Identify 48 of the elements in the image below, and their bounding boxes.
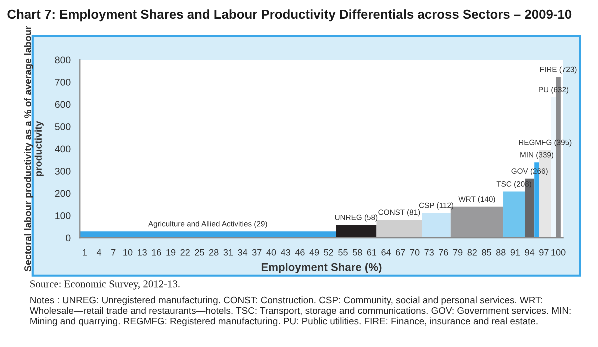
- x-tick-label: 37: [252, 249, 262, 256]
- x-tick-label: 88: [496, 249, 506, 256]
- x-tick-label: 28: [210, 249, 219, 256]
- x-tick-label: 46: [295, 249, 305, 256]
- y-tick-label: 200: [55, 190, 71, 198]
- y-tick-label: 400: [55, 146, 71, 153]
- x-tick-label: 94: [525, 249, 535, 256]
- x-tick-label: 31: [224, 249, 234, 256]
- y-axis-title: Sectoral labour productivity as a % of average labour productivity: [24, 26, 44, 272]
- x-tick-label: 100: [552, 249, 566, 256]
- source-note: Source: Economic Survey, 2012-13.: [30, 280, 180, 290]
- x-axis-title: Employment Share (%): [262, 263, 382, 274]
- x-tick-label: 67: [396, 249, 406, 256]
- y-tick-label: 0: [66, 234, 71, 242]
- x-tick-label: 79: [454, 249, 463, 256]
- x-tick-label: 64: [382, 249, 392, 256]
- x-tick-label: 49: [310, 249, 320, 256]
- x-tick-label: 82: [468, 249, 477, 256]
- y-tick-label: 600: [55, 101, 71, 108]
- x-tick-label: 40: [266, 249, 276, 256]
- y-tick-label: 800: [55, 56, 71, 64]
- x-tick-label: 10: [124, 249, 133, 256]
- x-tick-label: 91: [510, 249, 520, 256]
- x-tick-label: 4: [96, 249, 102, 256]
- x-tick-label: 22: [180, 249, 190, 256]
- x-tick-label: 7: [112, 249, 116, 256]
- y-tick-label: 100: [56, 212, 71, 220]
- x-tick-label: 25: [195, 249, 204, 256]
- x-tick-label: 58: [352, 249, 362, 256]
- x-tick-label: 85: [482, 249, 492, 256]
- x-tick-label: 73: [424, 249, 434, 256]
- x-tick-label: 52: [324, 249, 334, 256]
- x-tick-label: 97: [540, 249, 549, 256]
- x-tick-label: 34: [238, 249, 248, 256]
- x-tick-label: 70: [410, 249, 420, 256]
- x-tick-label: 76: [439, 249, 448, 256]
- x-tick-label: 1: [83, 249, 87, 256]
- text: Notes : UNREG: Unregistered manufacturing. CONST: Construction. CSP: Community, social and personal services. WRT: Wholesale—retail trade and restaurants—hotels. TSC: Transport, storage and communications. GOV: Government services. MIN: Mining and quarrying. REGMFG: Registered manufacturing. PU: Public utilities. FIRE: Finance, insurance and real estate.: [30, 296, 571, 327]
- y-tick-label: 500: [55, 124, 71, 130]
- x-tick-label: 13: [138, 249, 147, 256]
- y-tick-label: 300: [55, 168, 71, 175]
- y-tick-label: 700: [55, 79, 71, 86]
- x-tick-label: 61: [367, 249, 377, 256]
- x-tick-label: 43: [281, 249, 290, 256]
- x-tick-label: 19: [166, 249, 176, 256]
- x-tick-label: 16: [152, 249, 162, 256]
- chart-title: Chart 7: Employment Shares and Labour Productivity Differentials across Sectors – 2009-10: [8, 10, 572, 22]
- x-tick-label: 55: [338, 249, 348, 256]
